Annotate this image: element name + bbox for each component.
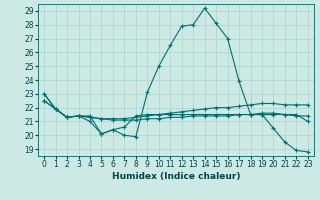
- X-axis label: Humidex (Indice chaleur): Humidex (Indice chaleur): [112, 172, 240, 181]
